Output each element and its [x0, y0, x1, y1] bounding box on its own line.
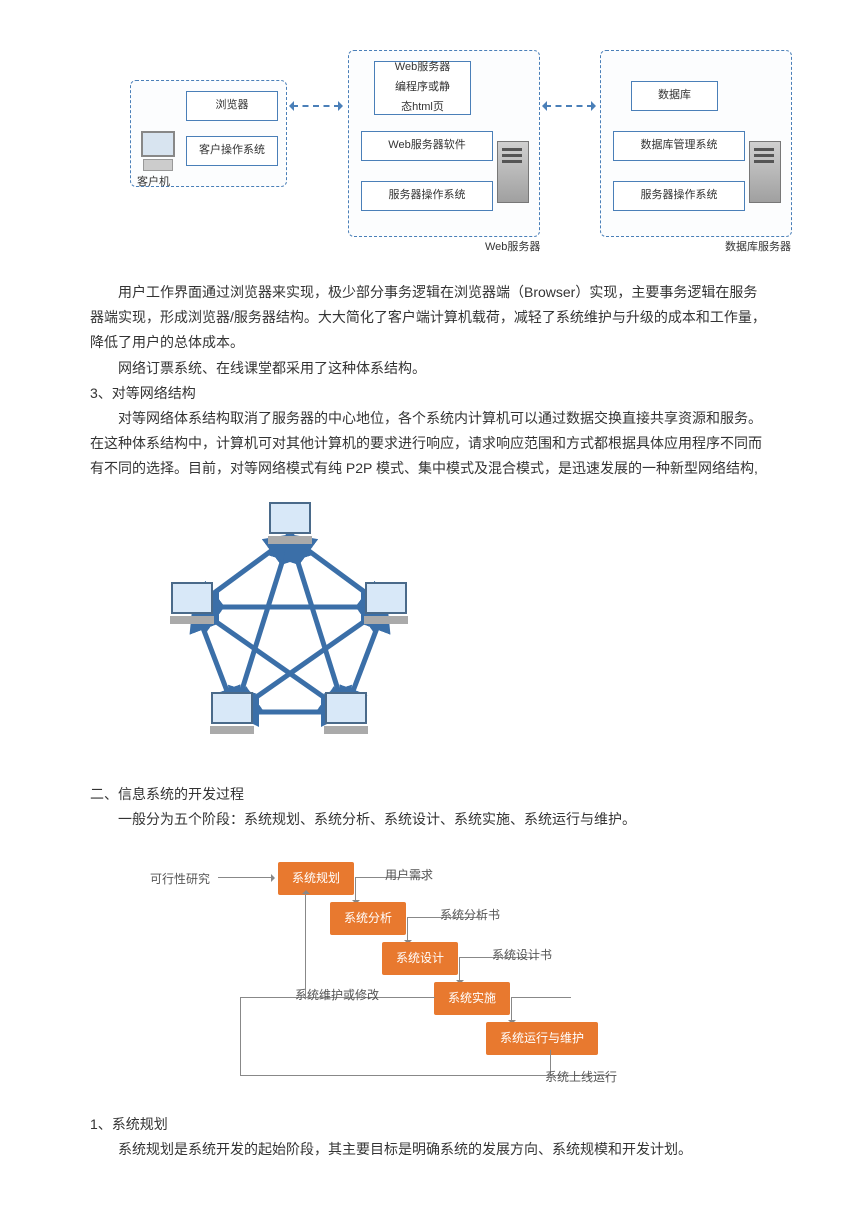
p2p-diagram: [130, 497, 450, 757]
p2p-node: [208, 692, 256, 736]
connector: [355, 877, 356, 902]
paragraph-1: 用户工作界面通过浏览器来实现，极少部分事务逻辑在浏览器端（Browser）实现，…: [90, 280, 770, 356]
output-3: 系统设计书: [492, 945, 552, 967]
paragraph-5: 系统规划是系统开发的起始阶段，其主要目标是明确系统的发展方向、系统规模和开发计划…: [90, 1137, 770, 1162]
browser-server-diagram: 浏览器 客户操作系统 客户机 Web服务器 编程序或静 态html页 Web服务…: [130, 50, 750, 270]
client-os-box: 客户操作系统: [186, 136, 278, 166]
feedback-label: 系统维护或修改: [295, 985, 379, 1007]
output-1: 用户需求: [385, 865, 433, 887]
stage-3: 系统设计: [382, 942, 458, 976]
stage-4: 系统实施: [434, 982, 510, 1016]
server-icon: [497, 141, 529, 203]
web-software-box: Web服务器软件: [361, 131, 493, 161]
db-os-box: 服务器操作系统: [613, 181, 745, 211]
web-os-box: 服务器操作系统: [361, 181, 493, 211]
p2p-node: [362, 582, 410, 626]
connector: [511, 997, 571, 998]
connector: [459, 957, 460, 982]
p2p-node: [168, 582, 216, 626]
heading-p2p: 3、对等网络结构: [90, 381, 770, 406]
heading-plan: 1、系统规划: [90, 1112, 770, 1137]
browser-box: 浏览器: [186, 91, 278, 121]
db-server-label: 数据库服务器: [725, 238, 791, 258]
paragraph-2: 网络订票系统、在线课堂都采用了这种体系结构。: [90, 356, 770, 381]
feedback-line-v1: [305, 892, 306, 997]
connector: [240, 997, 241, 1075]
web-server-group: Web服务器 编程序或静 态html页 Web服务器软件 服务器操作系统: [348, 50, 540, 237]
stage-2: 系统分析: [330, 902, 406, 936]
connector: [511, 997, 512, 1022]
arrow-web-db: [545, 105, 593, 107]
db-server-group: 数据库 数据库管理系统 服务器操作系统: [600, 50, 792, 237]
p2p-node: [266, 502, 314, 546]
web-app-box: Web服务器 编程序或静 态html页: [374, 61, 471, 115]
connector: [240, 1075, 550, 1076]
client-group: 浏览器 客户操作系统 客户机: [130, 80, 287, 187]
client-label: 客户机: [137, 173, 170, 193]
db-box: 数据库: [631, 81, 718, 111]
pc-icon: [139, 131, 175, 171]
paragraph-4: 一般分为五个阶段：系统规划、系统分析、系统设计、系统实施、系统运行与维护。: [90, 807, 770, 832]
dev-stages-diagram: 可行性研究 系统规划 用户需求 系统分析 系统分析书 系统设计 系统设计书 系统…: [150, 847, 710, 1097]
stage-1: 系统规划: [278, 862, 354, 896]
dbms-box: 数据库管理系统: [613, 131, 745, 161]
p2p-node: [322, 692, 370, 736]
stage-5: 系统运行与维护: [486, 1022, 598, 1056]
connector: [407, 917, 408, 942]
output-5: 系统上线运行: [545, 1067, 617, 1089]
paragraph-3: 对等网络体系结构取消了服务器的中心地位，各个系统内计算机可以通过数据交换直接共享…: [90, 406, 770, 482]
input-label: 可行性研究: [150, 869, 210, 891]
web-server-label: Web服务器: [485, 238, 540, 258]
arrow-client-web: [292, 105, 340, 107]
server-icon: [749, 141, 781, 203]
heading-dev: 二、信息系统的开发过程: [90, 782, 770, 807]
connector: [218, 877, 273, 878]
output-2: 系统分析书: [440, 905, 500, 927]
